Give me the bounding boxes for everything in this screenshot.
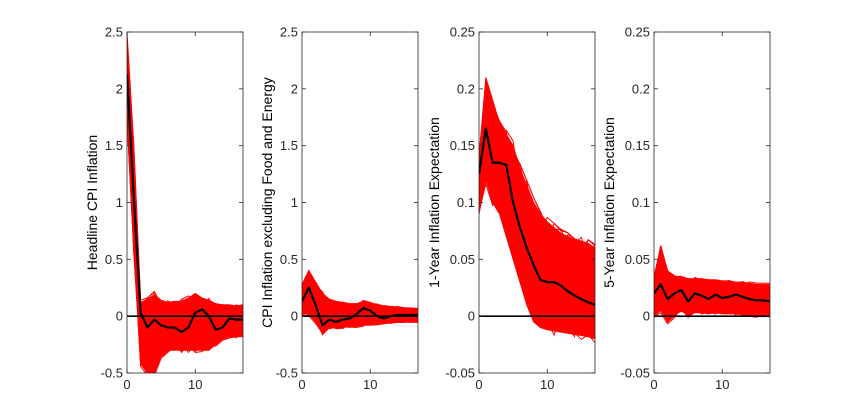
draw-line xyxy=(127,54,243,328)
draw-line xyxy=(127,50,243,333)
y-tick-label: 0.1 xyxy=(632,195,650,210)
plot-area xyxy=(479,77,595,343)
y-tick-label: 0 xyxy=(643,309,650,324)
draw-line xyxy=(302,276,418,311)
y-tick-label: 0.5 xyxy=(280,252,298,267)
draw-line xyxy=(654,245,770,288)
draw-line xyxy=(479,142,595,312)
draw-line xyxy=(127,50,243,313)
plot-area xyxy=(302,269,418,336)
median-line xyxy=(654,283,770,303)
y-tick-label: 0.05 xyxy=(450,252,475,267)
y-tick-label: 0.2 xyxy=(457,81,475,96)
y-tick-label: 2 xyxy=(116,81,123,96)
draw-line xyxy=(479,101,595,282)
draw-line xyxy=(127,66,243,335)
draw-line xyxy=(127,120,243,373)
draw-line xyxy=(479,105,595,285)
draw-line xyxy=(127,42,243,312)
y-axis-label: CPI Inflation excluding Food and Energy xyxy=(259,77,275,328)
y-axis-label: 1-Year Inflation Expectation xyxy=(426,117,442,288)
draw-line xyxy=(127,118,243,373)
y-tick-label: 0.5 xyxy=(105,252,123,267)
draw-line xyxy=(654,284,770,306)
x-tick-label: 10 xyxy=(715,377,729,392)
y-tick-label: 0.1 xyxy=(457,195,475,210)
median-line xyxy=(479,127,595,306)
y-tick-label: 1.5 xyxy=(105,138,123,153)
x-tick-label: 0 xyxy=(298,377,305,392)
plot-area xyxy=(654,245,770,325)
draw-line xyxy=(479,156,595,338)
draw-line xyxy=(479,153,595,320)
y-tick-label: 0.15 xyxy=(625,138,650,153)
y-tick-label: 0 xyxy=(468,309,475,324)
x-tick-label: 10 xyxy=(540,377,554,392)
y-tick-label: 0.2 xyxy=(632,81,650,96)
draw-line xyxy=(654,272,770,307)
x-tick-label: 10 xyxy=(188,377,202,392)
x-tick-label: 0 xyxy=(650,377,657,392)
y-tick-label: 0.05 xyxy=(625,252,650,267)
draw-line xyxy=(302,273,418,314)
y-tick-label: 0.25 xyxy=(625,25,650,40)
draw-line xyxy=(127,65,243,326)
median-line xyxy=(302,286,418,327)
draw-line xyxy=(127,60,243,340)
draw-line xyxy=(302,311,418,330)
y-tick-label: 0.25 xyxy=(450,25,475,40)
draw-line xyxy=(127,58,243,327)
draw-line xyxy=(479,95,595,265)
draw-line xyxy=(654,245,770,294)
draw-line xyxy=(654,304,770,319)
y-tick-label: -0.5 xyxy=(101,366,123,381)
y-tick-label: -0.05 xyxy=(620,366,650,381)
y-axis-label: Headline CPI Inflation xyxy=(84,135,100,270)
draw-line xyxy=(127,93,243,363)
draw-line xyxy=(127,71,243,331)
axes-box xyxy=(653,31,771,374)
draw-line xyxy=(479,147,595,315)
draw-line xyxy=(479,148,595,328)
y-tick-label: 2.5 xyxy=(105,25,123,40)
plot-area xyxy=(127,32,243,373)
y-tick-label: 1.5 xyxy=(280,138,298,153)
draw-line xyxy=(654,302,770,325)
y-tick-label: 1 xyxy=(116,195,123,210)
x-tick-label: 0 xyxy=(475,377,482,392)
y-tick-label: -0.05 xyxy=(445,366,475,381)
draw-line xyxy=(302,271,418,314)
y-tick-label: 2 xyxy=(291,81,298,96)
x-tick-label: 10 xyxy=(363,377,377,392)
draw-line xyxy=(302,272,418,312)
draw-line xyxy=(654,247,770,294)
y-tick-label: 0.15 xyxy=(450,138,475,153)
draw-line xyxy=(654,266,770,296)
draw-line xyxy=(127,86,243,350)
y-axis-label: 5-Year Inflation Expectation xyxy=(601,117,617,288)
draws-band xyxy=(479,77,595,340)
y-tick-label: 1 xyxy=(291,195,298,210)
draw-line xyxy=(127,68,243,335)
draw-line xyxy=(127,64,243,336)
y-tick-label: 0 xyxy=(291,309,298,324)
x-tick-label: 0 xyxy=(123,377,130,392)
draw-line xyxy=(302,309,418,331)
median-line xyxy=(127,74,243,334)
draw-line xyxy=(479,98,595,279)
y-tick-label: -0.5 xyxy=(276,366,298,381)
y-tick-label: 2.5 xyxy=(280,25,298,40)
y-tick-label: 0 xyxy=(116,309,123,324)
